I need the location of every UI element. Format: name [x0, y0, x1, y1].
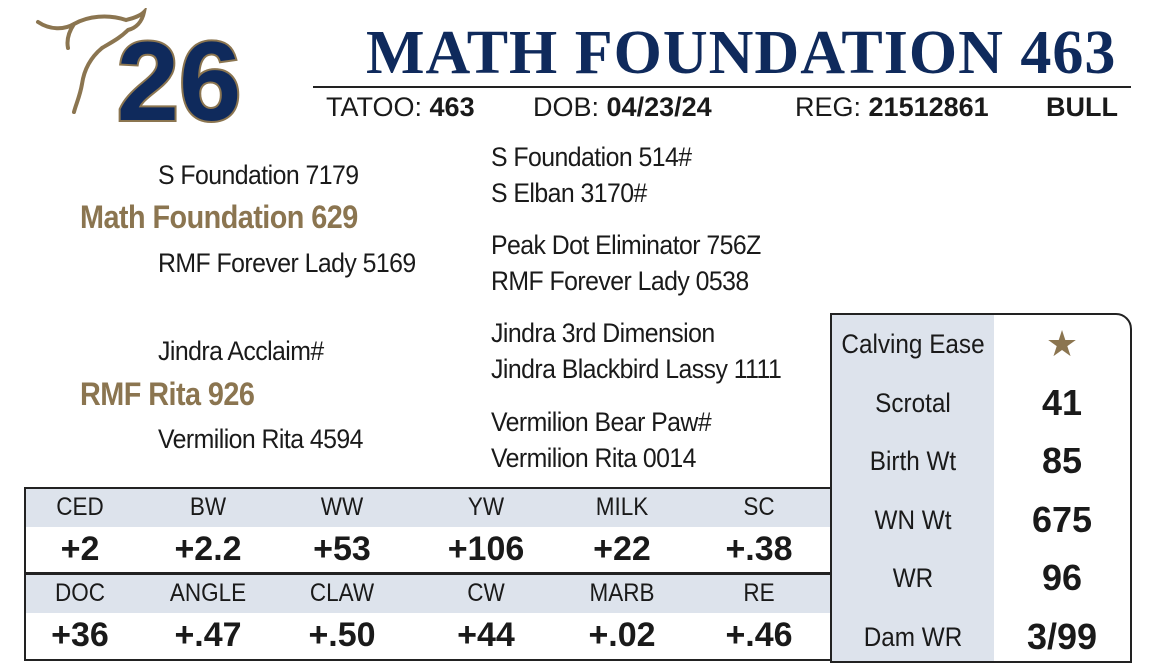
epd-header-row [26, 575, 830, 613]
lot-number: 26 [115, 22, 244, 132]
epd-header: SC [743, 493, 775, 521]
epd-value: +2 [60, 530, 100, 568]
stat-value: ★ [1045, 323, 1079, 364]
epd-divider [26, 572, 830, 575]
dam: RMF Rita 926 [80, 376, 255, 412]
dob-label: DOB: [533, 92, 600, 122]
epd-header: ANGLE [169, 579, 247, 607]
stats-label-column [832, 315, 994, 661]
tattoo-label: TATOO: [326, 92, 423, 122]
stat-label: Scrotal [875, 387, 951, 418]
epd-value: +36 [51, 616, 109, 654]
pedigree-name: Peak Dot Eliminator 756Z [491, 230, 761, 260]
stat-label: Dam WR [863, 621, 963, 652]
lot-number-text: 26 [117, 22, 242, 132]
pedigree-name: Vermilion Rita 4594 [158, 424, 363, 454]
epd-header: YW [467, 493, 505, 521]
epd-header: MARB [589, 579, 655, 607]
dob: DOB: 04/23/24 [533, 92, 712, 123]
epd-value: +106 [447, 530, 525, 568]
epd-value: +53 [313, 530, 371, 568]
pedigree-name: Vermilion Rita 0014 [491, 443, 696, 473]
epd-header-row [26, 489, 830, 527]
epd-header: MILK [595, 493, 649, 521]
epd-header: CED [56, 493, 104, 521]
pedigree-name: Vermilion Bear Paw# [491, 407, 712, 437]
stat-label: WN Wt [874, 504, 952, 535]
stat-value: 675 [1031, 498, 1093, 540]
animal-name: MATH FOUNDATION 463 [366, 19, 1117, 87]
stats-box: Calving Ease ★ Scrotal 41 Birth Wt 85 WN Wt 675… [830, 313, 1132, 663]
epd-value: +.38 [725, 530, 793, 568]
epd-value: +2.2 [174, 530, 242, 568]
pedigree-name: Jindra Acclaim# [158, 336, 324, 366]
stat-value: 96 [1041, 557, 1083, 598]
pedigree-name: RMF Forever Lady 5169 [158, 248, 416, 278]
epd-header: CW [467, 579, 505, 607]
stat-label: WR [892, 563, 934, 593]
pedigree-name: Jindra Blackbird Lassy 1111 [491, 354, 782, 384]
epd-table: CED +2 BW +2.2 WW +53 YW +106 MILK +22 SC +.38 DOC +3… [24, 487, 832, 661]
epd-header: BW [189, 493, 227, 521]
pedigree-name: Jindra 3rd Dimension [491, 318, 715, 348]
dob-value: 04/23/24 [606, 92, 712, 122]
epd-value: +.46 [725, 616, 793, 654]
epd-header: RE [743, 579, 775, 607]
sire: Math Foundation 629 [80, 199, 358, 235]
stat-label: Birth Wt [869, 446, 957, 476]
epd-header: CLAW [309, 579, 375, 607]
reg: REG: 21512861 [795, 92, 989, 123]
sex: BULL [1046, 92, 1118, 122]
stat-label: Calving Ease [841, 329, 985, 359]
stat-value: 3/99 [1026, 615, 1098, 657]
divider [313, 86, 1131, 88]
pedigree-name: S Foundation 514# [491, 142, 692, 172]
epd-value: +22 [593, 530, 651, 568]
stat-value: 41 [1041, 381, 1083, 423]
tattoo: TATOO: 463 [326, 92, 475, 123]
pedigree-name: S Elban 3170# [491, 178, 647, 208]
epd-value: +.47 [174, 616, 242, 654]
pedigree-name: S Foundation 7179 [158, 160, 359, 190]
pedigree-name: RMF Forever Lady 0538 [491, 266, 749, 296]
epd-value: +44 [457, 616, 515, 654]
cow-head-icon [36, 8, 147, 114]
reg-label: REG: [795, 92, 862, 122]
epd-header: WW [320, 493, 364, 521]
stat-value: 85 [1041, 440, 1083, 481]
epd-header: DOC [54, 579, 106, 607]
reg-value: 21512861 [868, 92, 989, 122]
tattoo-value: 463 [429, 92, 475, 122]
epd-value: +.02 [588, 616, 656, 654]
epd-value: +.50 [308, 616, 376, 654]
